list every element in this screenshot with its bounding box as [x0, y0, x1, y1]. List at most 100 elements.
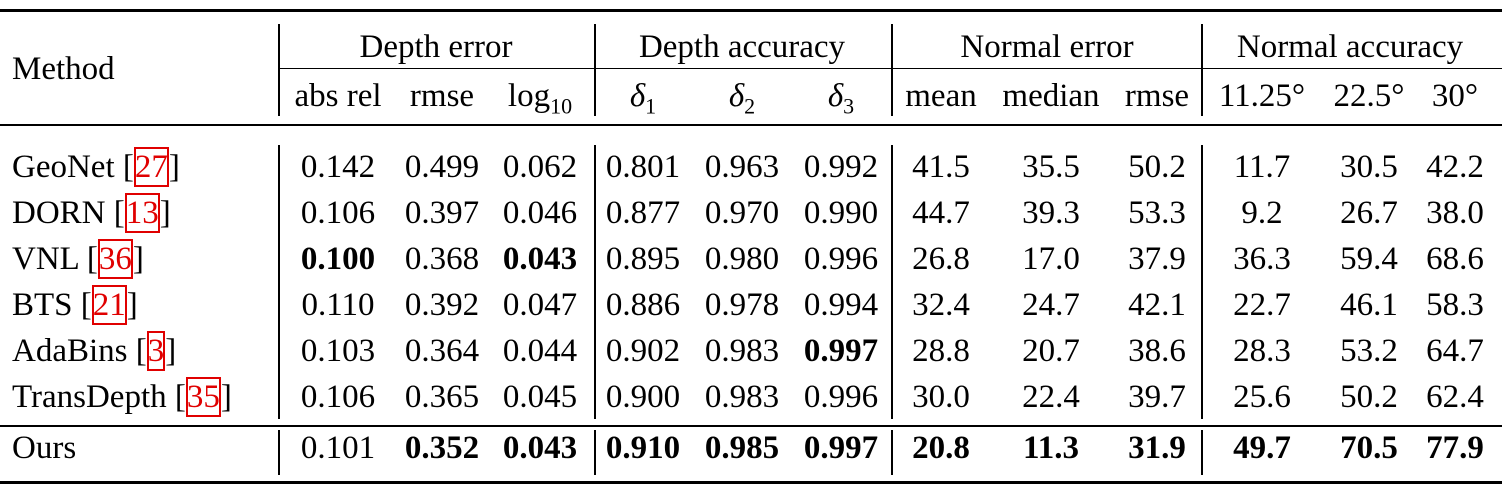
method-label: VNL [	[12, 241, 98, 277]
table-cell: 0.062	[502, 149, 578, 185]
table-cell: 0.910	[605, 430, 681, 466]
table-cell: 50.2	[1340, 379, 1398, 415]
group-normal-error: Normal error	[960, 29, 1134, 65]
method-name: Ours	[12, 428, 76, 468]
vline-normal-acc-body	[1201, 145, 1203, 419]
table-cell: 0.963	[704, 149, 780, 185]
method-name: DORN [13]	[12, 193, 171, 233]
table-cell: 0.106	[300, 379, 376, 415]
table-cell: 68.6	[1426, 241, 1484, 277]
table-cell: 38.6	[1128, 333, 1186, 369]
vline-method-header	[278, 24, 280, 116]
vline-depth-acc-body	[594, 145, 596, 419]
citation-link[interactable]: 27	[133, 147, 169, 187]
vline-normal-err-header	[891, 24, 893, 116]
table-cell: 31.9	[1128, 430, 1186, 466]
table-cell: 0.983	[704, 379, 780, 415]
method-label: DORN [	[12, 195, 125, 231]
citation-close: ]	[165, 333, 177, 369]
method-name: VNL [36]	[12, 239, 144, 279]
table-cell: 49.7	[1233, 430, 1291, 466]
top-rule	[0, 9, 1502, 12]
table-cell: 0.801	[605, 149, 681, 185]
table-cell: 26.7	[1340, 195, 1398, 231]
table-cell: 0.900	[605, 379, 681, 415]
citation-link[interactable]: 13	[124, 193, 160, 233]
method-header: Method	[12, 51, 115, 87]
table-cell: 0.142	[300, 149, 376, 185]
table-cell: 0.992	[803, 149, 879, 185]
vline-normal-acc-ours	[1201, 430, 1203, 475]
table-cell: 39.7	[1128, 379, 1186, 415]
col-normal-rmse: rmse	[1124, 78, 1190, 114]
vline-normal-err-body	[891, 145, 893, 419]
table-cell: 0.990	[803, 195, 879, 231]
vline-method-ours	[278, 430, 280, 475]
table-cell: 0.902	[605, 333, 681, 369]
table-cell: 0.392	[404, 287, 480, 323]
col-median: median	[1002, 78, 1100, 114]
col-delta3: δ3	[827, 76, 855, 119]
table-cell: 22.4	[1022, 379, 1080, 415]
col-mean: mean	[905, 78, 977, 114]
group-depth-accuracy: Depth accuracy	[638, 29, 846, 65]
table-cell: 0.997	[803, 430, 879, 466]
vline-depth-acc-ours	[594, 430, 596, 475]
delta-symbol: δ	[827, 78, 844, 114]
col-11-25: 11.25°	[1218, 78, 1306, 114]
table-cell: 0.499	[404, 149, 480, 185]
table-cell: 62.4	[1426, 379, 1484, 415]
table-cell: 22.7	[1233, 287, 1291, 323]
citation-link[interactable]: 36	[97, 239, 133, 279]
table-cell: 59.4	[1340, 241, 1398, 277]
table-cell: 77.9	[1426, 430, 1484, 466]
table-cell: 0.368	[404, 241, 480, 277]
group-depth-error: Depth error	[359, 29, 513, 65]
table-cell: 0.110	[301, 287, 375, 323]
table-cell: 39.3	[1022, 195, 1080, 231]
table-cell: 0.365	[404, 379, 480, 415]
table-cell: 0.997	[803, 333, 879, 369]
delta-sub: 3	[843, 93, 855, 119]
col-delta1: δ1	[630, 76, 657, 119]
delta-sub: 1	[645, 93, 657, 119]
vline-normal-err-ours	[891, 430, 893, 475]
method-name: TransDepth [35]	[12, 377, 232, 417]
table-cell: 0.043	[502, 241, 578, 277]
method-name: BTS [21]	[12, 285, 138, 325]
table-cell: 0.100	[300, 241, 376, 277]
table-cell: 20.7	[1022, 333, 1080, 369]
table-cell: 26.8	[912, 241, 970, 277]
log-sub: 10	[550, 93, 573, 119]
table-cell: 9.2	[1241, 195, 1283, 231]
table-cell: 0.101	[300, 430, 376, 466]
table-cell: 0.045	[502, 379, 578, 415]
table-cell: 53.2	[1340, 333, 1398, 369]
citation-link[interactable]: 35	[185, 377, 221, 417]
table-cell: 0.996	[803, 379, 879, 415]
table-cell: 17.0	[1022, 241, 1080, 277]
table-cell: 0.364	[404, 333, 480, 369]
citation-link[interactable]: 21	[91, 285, 127, 325]
citation-close: ]	[220, 379, 232, 415]
citation-close: ]	[132, 241, 144, 277]
vline-depth-acc-header	[594, 24, 596, 116]
table-cell: 50.2	[1128, 149, 1186, 185]
citation-close: ]	[168, 149, 180, 185]
table-cell: 0.044	[502, 333, 578, 369]
citation-close: ]	[159, 195, 171, 231]
col-log10: log10	[508, 76, 573, 119]
method-label: BTS [	[12, 287, 92, 323]
table-cell: 0.047	[502, 287, 578, 323]
table-cell: 64.7	[1426, 333, 1484, 369]
table-cell: 28.8	[912, 333, 970, 369]
method-name: GeoNet [27]	[12, 147, 180, 187]
table-cell: 0.352	[404, 430, 480, 466]
table-cell: 44.7	[912, 195, 970, 231]
table-cell: 0.397	[404, 195, 480, 231]
delta-symbol: δ	[728, 78, 745, 114]
table-cell: 35.5	[1022, 149, 1080, 185]
citation-link[interactable]: 3	[146, 331, 166, 371]
table-cell: 0.103	[300, 333, 376, 369]
col-rmse: rmse	[409, 78, 475, 114]
